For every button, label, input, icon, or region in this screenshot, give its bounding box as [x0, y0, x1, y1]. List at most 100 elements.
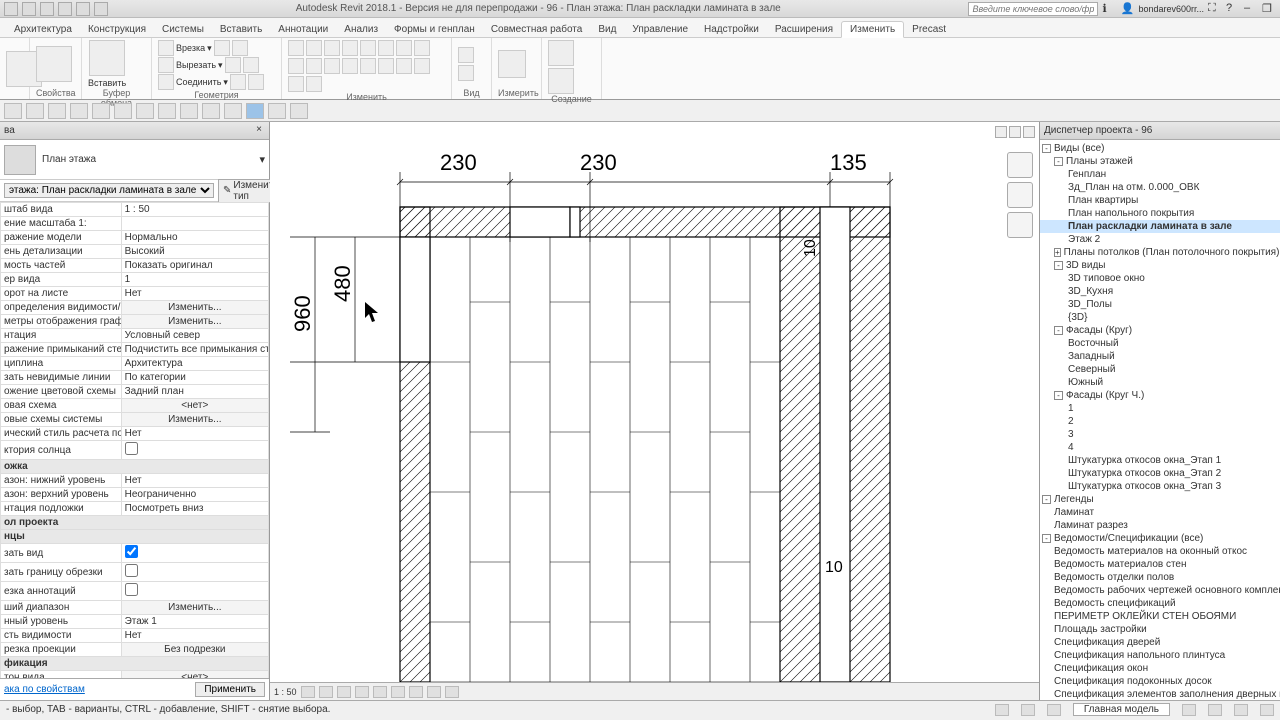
vcb-btn[interactable] — [427, 686, 441, 698]
prop-value[interactable] — [121, 217, 268, 231]
modify-tool-btn[interactable] — [342, 40, 358, 56]
prop-value[interactable]: 1 : 50 — [121, 203, 268, 217]
opt-btn[interactable] — [180, 103, 198, 119]
view-btn1[interactable] — [458, 47, 474, 63]
prop-value[interactable]: Высокий — [121, 245, 268, 259]
vcb-btn[interactable] — [373, 686, 387, 698]
cope-icon[interactable] — [158, 40, 174, 56]
ribbon-tab[interactable]: Архитектура — [6, 22, 80, 37]
tree-node[interactable]: План напольного покрытия — [1040, 207, 1280, 220]
prop-value[interactable] — [121, 441, 268, 460]
min-icon[interactable]: – — [1244, 2, 1258, 16]
opt-btn[interactable] — [4, 103, 22, 119]
ribbon-tab[interactable]: Вид — [590, 22, 624, 37]
modify-tool-btn[interactable] — [360, 58, 376, 74]
prop-value[interactable]: Подчистить все примыкания стен — [121, 343, 268, 357]
tree-node[interactable]: Спецификация подоконных досок — [1040, 675, 1280, 688]
tree-node[interactable]: 3D_Полы — [1040, 298, 1280, 311]
join-icon[interactable] — [158, 74, 174, 90]
modify-tool-btn[interactable] — [342, 58, 358, 74]
prop-value[interactable]: Нет — [121, 287, 268, 301]
tree-node[interactable]: Площадь застройки — [1040, 623, 1280, 636]
vcb-btn[interactable] — [355, 686, 369, 698]
modify-tool-btn[interactable] — [324, 40, 340, 56]
save-icon[interactable] — [40, 2, 54, 16]
modify-tool-btn[interactable] — [378, 58, 394, 74]
tree-node[interactable]: Ведомость материалов на оконный откос — [1040, 545, 1280, 558]
modify-tool-btn[interactable] — [396, 40, 412, 56]
help-icon[interactable]: ? — [1226, 2, 1240, 16]
tree-node[interactable]: Ведомость спецификаций — [1040, 597, 1280, 610]
opt-btn[interactable] — [48, 103, 66, 119]
ribbon-tab[interactable]: Вставить — [212, 22, 270, 37]
props-help-link[interactable]: ака по свойствам — [4, 684, 85, 695]
tree-node[interactable]: -Виды (все) — [1040, 142, 1280, 155]
vcb-btn[interactable] — [445, 686, 459, 698]
apply-button[interactable]: Применить — [195, 682, 265, 697]
properties-button[interactable] — [36, 46, 72, 82]
ribbon-tab[interactable]: Изменить — [841, 21, 904, 38]
vcb-btn[interactable] — [391, 686, 405, 698]
status-icon[interactable] — [1047, 704, 1061, 716]
tree-node[interactable]: -Фасады (Круг Ч.) — [1040, 389, 1280, 402]
info-icon[interactable]: ℹ — [1102, 2, 1116, 16]
status-icon[interactable] — [1182, 704, 1196, 716]
max-icon[interactable]: ❐ — [1262, 2, 1276, 16]
opt-btn[interactable] — [202, 103, 220, 119]
tree-node[interactable]: 1 — [1040, 402, 1280, 415]
ribbon-tab[interactable]: Расширения — [767, 22, 841, 37]
tree-node[interactable]: -3D виды — [1040, 259, 1280, 272]
cut-icon[interactable] — [158, 57, 174, 73]
app-icon[interactable] — [4, 2, 18, 16]
nav-cube-icon[interactable] — [1007, 182, 1033, 208]
tree-node[interactable]: Ведомость материалов стен — [1040, 558, 1280, 571]
paste-button[interactable] — [89, 40, 125, 76]
opt-btn[interactable] — [70, 103, 88, 119]
opt-btn[interactable] — [26, 103, 44, 119]
tree-node[interactable]: Зд_План на отм. 0.000_ОВК — [1040, 181, 1280, 194]
design-option-combo[interactable]: Главная модель — [1073, 703, 1170, 716]
tree-node[interactable]: Ведомость рабочих чертежей основного ком… — [1040, 584, 1280, 597]
prop-value[interactable]: Без подрезки — [121, 643, 268, 657]
prop-value[interactable]: По категории — [121, 371, 268, 385]
ribbon-tab[interactable]: Управление — [624, 22, 696, 37]
tree-node[interactable]: ПЕРИМЕТР ОКЛЕЙКИ СТЕН ОБОЯМИ — [1040, 610, 1280, 623]
modify-tool-btn[interactable] — [378, 40, 394, 56]
redo-icon[interactable] — [76, 2, 90, 16]
prop-value[interactable]: Изменить... — [121, 601, 268, 615]
tree-node[interactable]: Штукатурка откосов окна_Этап 2 — [1040, 467, 1280, 480]
tree-node[interactable]: Спецификация элементов заполнения дверны… — [1040, 688, 1280, 700]
apps-icon[interactable]: ⛶ — [1208, 2, 1222, 16]
opt-btn[interactable] — [92, 103, 110, 119]
nav-home-icon[interactable] — [1007, 152, 1033, 178]
status-icon[interactable] — [1234, 704, 1248, 716]
modify-tool-btn[interactable] — [306, 58, 322, 74]
ribbon-tab[interactable]: Системы — [154, 22, 212, 37]
undo-icon[interactable] — [58, 2, 72, 16]
signin-icon[interactable]: 👤 — [1120, 2, 1134, 16]
drawing-canvas[interactable]: 230 230 135 960 480 — [270, 122, 1040, 700]
prop-value[interactable]: Изменить... — [121, 413, 268, 427]
prop-value[interactable]: Нормально — [121, 231, 268, 245]
open-icon[interactable] — [22, 2, 36, 16]
tree-node[interactable]: Ведомость отделки полов — [1040, 571, 1280, 584]
status-icon[interactable] — [1208, 704, 1222, 716]
create-btn1[interactable] — [548, 40, 574, 66]
tree-node[interactable]: -Фасады (Круг) — [1040, 324, 1280, 337]
opt-btn[interactable] — [268, 103, 286, 119]
opt-btn[interactable] — [114, 103, 132, 119]
tree-node[interactable]: 3 — [1040, 428, 1280, 441]
tree-node[interactable]: Южный — [1040, 376, 1280, 389]
view-btn2[interactable] — [458, 65, 474, 81]
modify-tool-btn[interactable] — [288, 58, 304, 74]
tree-node[interactable]: Спецификация дверей — [1040, 636, 1280, 649]
opt-btn[interactable] — [224, 103, 242, 119]
geom-a[interactable] — [214, 40, 230, 56]
ribbon-tab[interactable]: Анализ — [336, 22, 386, 37]
prop-value[interactable] — [121, 563, 268, 582]
tree-node[interactable]: Восточный — [1040, 337, 1280, 350]
opt-btn[interactable] — [290, 103, 308, 119]
tree-node[interactable]: Северный — [1040, 363, 1280, 376]
geom-f[interactable] — [248, 74, 264, 90]
opt-btn[interactable] — [136, 103, 154, 119]
